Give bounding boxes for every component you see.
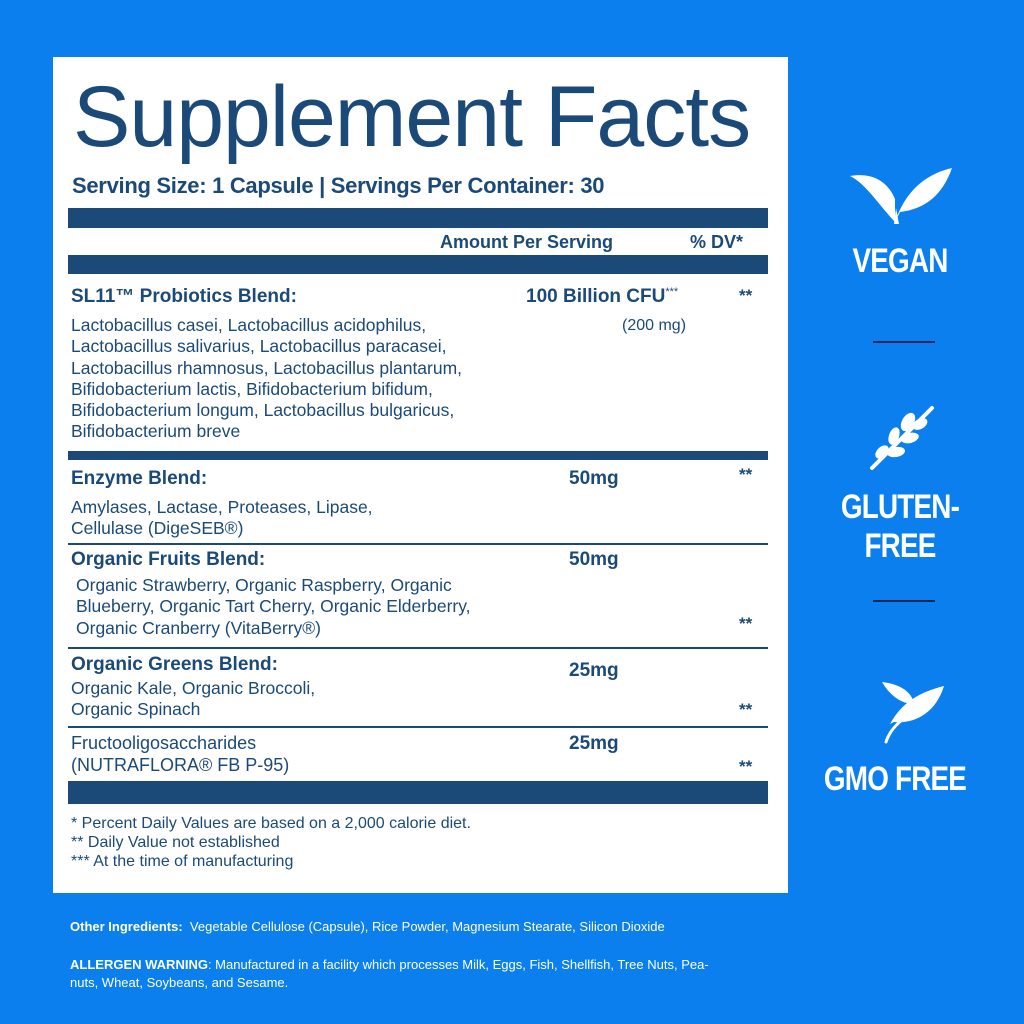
amount-value: 100 Billion CFU — [526, 286, 666, 307]
wheat-icon — [870, 406, 934, 470]
footnotes: * Percent Daily Values are based on a 2,… — [71, 815, 471, 870]
dv-header: % DV* — [690, 232, 744, 252]
row-amount: 100 Billion CFU*** — [526, 286, 678, 308]
row-name: Enzyme Blend: — [71, 468, 208, 489]
leaves-icon — [850, 168, 952, 224]
other-ingredients: Other Ingredients: Vegetable Cellulose (… — [70, 918, 665, 936]
badge-vegan: VEGAN — [852, 242, 948, 280]
amount-header: Amount Per Serving — [440, 232, 614, 252]
allergen-text-2: nuts, Wheat, Soybeans, and Sesame. — [70, 975, 289, 990]
badge-gluten-free: GLUTEN-FREE — [840, 488, 960, 565]
badge-divider — [873, 600, 935, 602]
row-name: Organic Greens Blend: — [71, 654, 278, 675]
allergen-text: : Manufactured in a facility which proce… — [207, 957, 709, 972]
row-divider — [68, 647, 768, 649]
leaf-icon — [882, 682, 944, 744]
other-ingredients-text: Vegetable Cellulose (Capsule), Rice Powd… — [189, 919, 665, 934]
header-bar-bottom — [68, 255, 768, 274]
row-desc: Organic Strawberry, Organic Raspberry, O… — [76, 575, 471, 638]
row-amount-mg: (200 mg) — [622, 317, 687, 334]
row-divider — [68, 726, 768, 728]
row-amount: 25mg — [569, 660, 619, 681]
row-amount: 50mg — [569, 549, 619, 570]
row-desc: Amylases, Lactase, Proteases, Lipase, Ce… — [71, 497, 373, 539]
row-name: SL11™ Probiotics Blend: — [71, 286, 297, 307]
row-dv: ** — [739, 757, 753, 776]
header-bar — [68, 208, 768, 228]
row-desc: Lactobacillus casei, Lactobacillus acido… — [71, 315, 463, 442]
serving-info: Serving Size: 1 Capsule | Servings Per C… — [72, 173, 605, 198]
badge-divider — [873, 341, 935, 343]
row-amount: 50mg — [569, 468, 619, 489]
row-dv: ** — [739, 465, 753, 484]
allergen-label: ALLERGEN WARNING — [70, 957, 208, 972]
row-divider — [68, 543, 768, 545]
row-dv: ** — [739, 614, 753, 633]
row-desc: Organic Kale, Organic Broccoli, Organic … — [71, 678, 316, 720]
row-dv: ** — [739, 700, 753, 719]
amount-footnote: *** — [665, 286, 679, 298]
row-name: Fructooligosaccharides (NUTRAFLORA® FB P… — [71, 733, 290, 775]
footer-bar — [68, 781, 768, 804]
row-dv: ** — [739, 286, 753, 305]
section-bar — [68, 451, 768, 460]
other-ingredients-label: Other Ingredients: — [70, 919, 183, 934]
row-amount: 25mg — [569, 733, 619, 754]
row-name: Organic Fruits Blend: — [71, 549, 266, 570]
badge-gmo-free: GMO FREE — [823, 760, 967, 798]
page-title: Supplement Facts — [73, 69, 751, 165]
supplement-facts-panel: Supplement Facts Serving Size: 1 Capsule… — [53, 57, 788, 893]
allergen-warning: ALLERGEN WARNING: Manufactured in a faci… — [70, 956, 709, 992]
